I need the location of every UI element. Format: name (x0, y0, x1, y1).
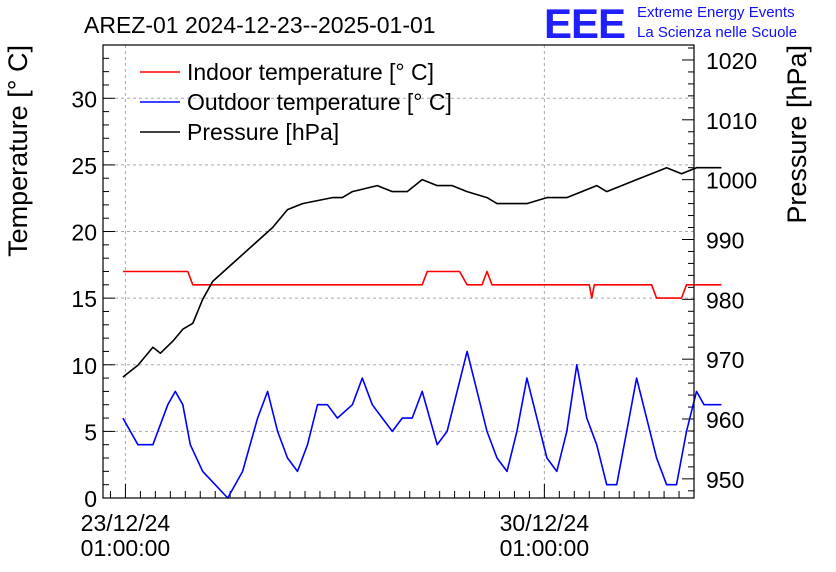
series-line-1 (122, 350, 722, 499)
x-tick-label-time: 01:00:00 (81, 535, 171, 561)
y-tick-label: 5 (84, 419, 97, 445)
y2-tick-label: 1010 (706, 108, 757, 134)
legend-label-2: Pressure [hPa] (187, 119, 339, 145)
logo-line-2: La Scienza nelle Scuole (637, 24, 798, 41)
y2-axis-label: Pressure [hPa] (782, 45, 812, 224)
y2-tick-label: 1020 (706, 48, 757, 74)
series-line-0 (122, 270, 722, 299)
x-tick-label-date: 30/12/24 (500, 510, 590, 536)
y2-tick-label: 960 (706, 407, 744, 433)
y-tick-label: 0 (84, 486, 97, 512)
y2-tick-label: 1000 (706, 168, 757, 194)
eee-logo: EEE (544, 0, 626, 47)
legend-label-0: Indoor temperature [° C] (187, 59, 434, 85)
chart-title: AREZ-01 2024-12-23--2025-01-01 (84, 12, 436, 38)
y2-tick-label: 970 (706, 347, 744, 373)
y-tick-label: 30 (71, 86, 97, 112)
x-tick-label-date: 23/12/24 (81, 510, 171, 536)
y-tick-label: 15 (71, 286, 97, 312)
y2-tick-label: 990 (706, 227, 744, 253)
plot-frame (102, 44, 695, 499)
logo-line-1: Extreme Energy Events (637, 4, 795, 21)
legend-label-1: Outdoor temperature [° C] (187, 89, 452, 115)
y-tick-label: 25 (71, 153, 97, 179)
y2-tick-label: 950 (706, 467, 744, 493)
x-tick-label-time: 01:00:00 (500, 535, 590, 561)
series-line-2 (122, 166, 722, 378)
y2-tick-label: 980 (706, 287, 744, 313)
y-axis-label: Temperature [° C] (3, 45, 33, 257)
y-tick-label: 10 (71, 353, 97, 379)
y-tick-label: 20 (71, 220, 97, 246)
